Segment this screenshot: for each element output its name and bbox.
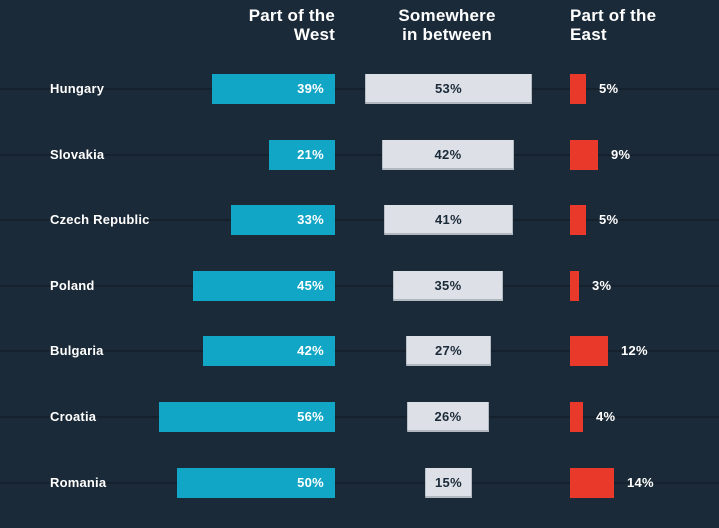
bar-part-of-the-east-value: 14%	[627, 475, 654, 490]
bar-part-of-the-west: 42%	[203, 336, 335, 366]
bar-part-of-the-east	[570, 336, 608, 366]
row-label-country: Romania	[50, 475, 107, 490]
bar-somewhere-in-between: 53%	[365, 74, 532, 104]
bar-part-of-the-east-value: 3%	[592, 278, 612, 293]
bar-part-of-the-east-value: 12%	[621, 343, 648, 358]
bar-part-of-the-east	[570, 74, 586, 104]
column-header-east: Part of the East	[570, 6, 718, 44]
row-label-country: Czech Republic	[50, 212, 150, 227]
bar-somewhere-in-between: 15%	[425, 468, 472, 498]
row-gridline	[0, 154, 719, 156]
row-gridline	[0, 350, 719, 352]
column-header-west-line2: West	[293, 25, 335, 44]
column-header-east-line1: Part of the	[570, 6, 657, 25]
row-label-country: Poland	[50, 278, 95, 293]
column-header-east-line2: East	[570, 25, 607, 44]
bar-part-of-the-east	[570, 468, 614, 498]
bar-somewhere-in-between: 27%	[406, 336, 491, 366]
row-gridline	[0, 219, 719, 221]
bar-part-of-the-east-value: 5%	[599, 81, 619, 96]
bar-part-of-the-west: 56%	[159, 402, 335, 432]
bar-part-of-the-west: 39%	[212, 74, 335, 104]
bar-part-of-the-west: 33%	[231, 205, 335, 235]
bar-part-of-the-east	[570, 140, 598, 170]
bar-part-of-the-east	[570, 205, 586, 235]
row-gridline	[0, 416, 719, 418]
bar-part-of-the-east-value: 5%	[599, 212, 619, 227]
column-header-between: Somewhere in between	[347, 6, 547, 44]
row-gridline	[0, 482, 719, 484]
bar-somewhere-in-between: 35%	[393, 271, 503, 301]
row-label-country: Hungary	[50, 81, 105, 96]
row-label-country: Bulgaria	[50, 343, 104, 358]
bar-part-of-the-east	[570, 402, 583, 432]
bar-part-of-the-west: 50%	[177, 468, 335, 498]
bar-part-of-the-east-value: 9%	[611, 147, 631, 162]
column-header-between-line1: Somewhere	[398, 6, 496, 25]
row-label-country: Croatia	[50, 409, 97, 424]
bar-part-of-the-west: 45%	[193, 271, 335, 301]
column-header-between-line2: in between	[402, 25, 492, 44]
row-gridline	[0, 88, 719, 90]
bar-somewhere-in-between: 26%	[407, 402, 489, 432]
row-label-country: Slovakia	[50, 147, 105, 162]
bar-part-of-the-east-value: 4%	[596, 409, 616, 424]
row-gridline	[0, 285, 719, 287]
bar-somewhere-in-between: 42%	[382, 140, 514, 170]
column-header-west: Part of the West	[155, 6, 335, 44]
bar-part-of-the-west: 21%	[269, 140, 335, 170]
bar-somewhere-in-between: 41%	[384, 205, 513, 235]
column-header-west-line1: Part of the	[248, 6, 335, 25]
bar-part-of-the-east	[570, 271, 579, 301]
